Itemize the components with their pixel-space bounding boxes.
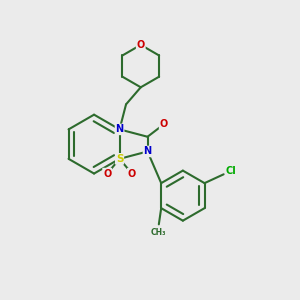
Text: CH₃: CH₃ [151,228,166,237]
Text: N: N [116,124,124,134]
Text: O: O [103,169,111,178]
Text: O: O [160,119,168,129]
Text: N: N [143,146,152,157]
Text: S: S [116,154,123,164]
Text: O: O [136,40,145,50]
Text: Cl: Cl [226,166,236,176]
Text: O: O [128,169,136,178]
